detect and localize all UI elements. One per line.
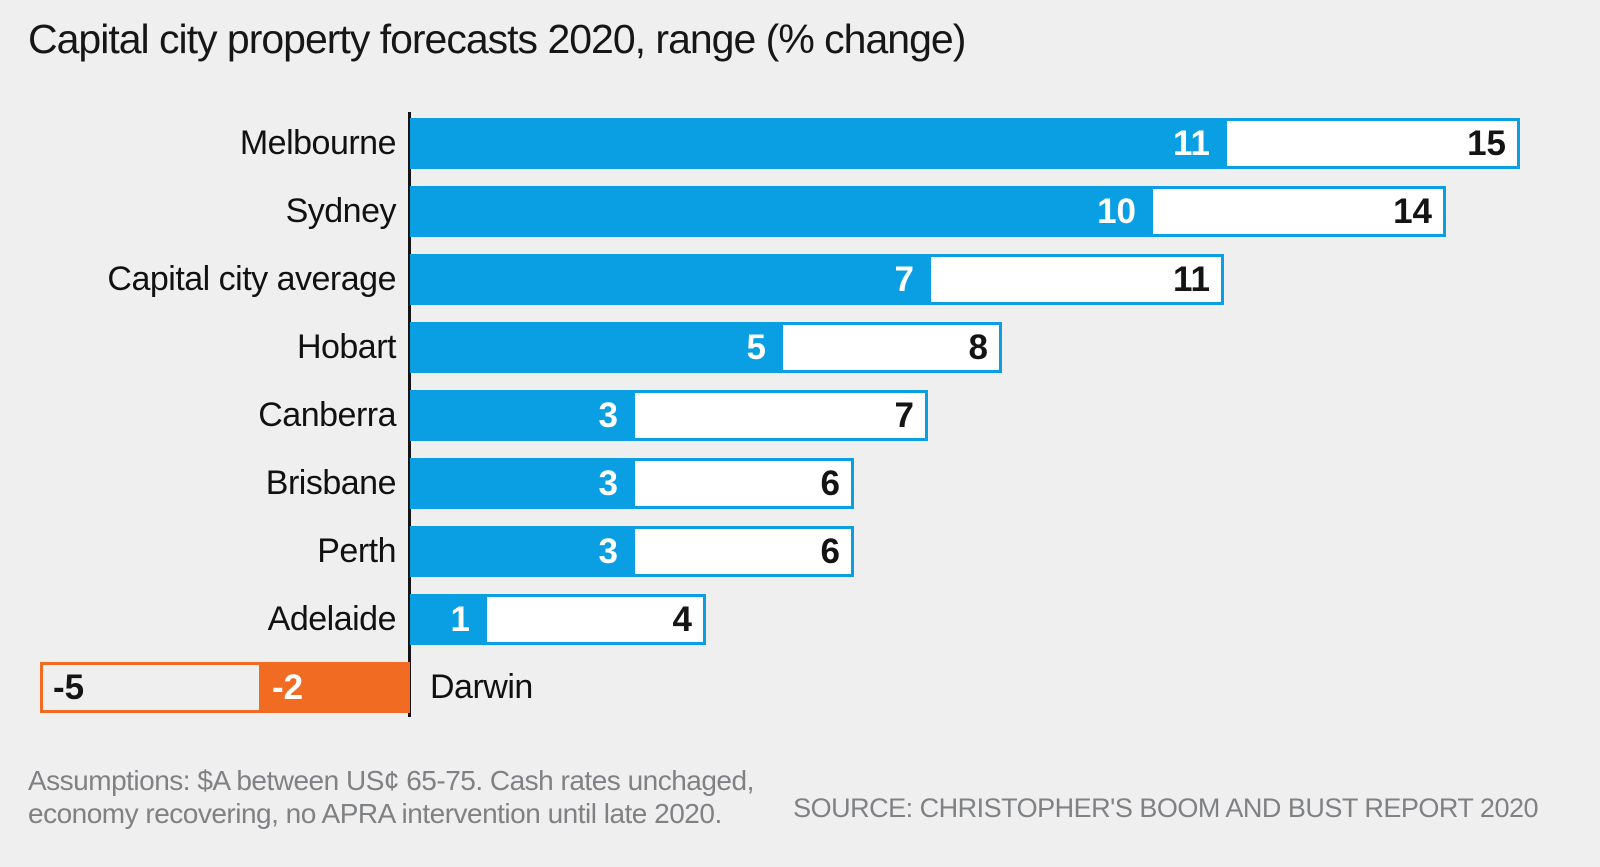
- bar-solid-segment: 1: [410, 594, 484, 645]
- solid-value-label: 1: [450, 599, 470, 639]
- solid-value-label: 7: [894, 259, 914, 299]
- solid-value-label: 10: [1097, 191, 1136, 231]
- bar-solid-segment: 3: [410, 458, 632, 509]
- bar-solid-segment: -2: [262, 662, 410, 713]
- solid-value-label: 11: [1173, 123, 1210, 163]
- bar-range-segment: 7: [632, 390, 928, 441]
- range-value-label: 6: [820, 463, 840, 503]
- solid-value-label: 3: [598, 531, 618, 571]
- solid-value-label: 5: [746, 327, 766, 367]
- assumptions-line-1: Assumptions: $A between US¢ 65-75. Cash …: [28, 765, 754, 796]
- category-label: Hobart: [296, 328, 397, 366]
- bar-range-segment: 11: [928, 254, 1224, 305]
- range-value-label: 11: [1173, 259, 1210, 299]
- category-label: Perth: [317, 532, 396, 570]
- solid-value-label: -2: [272, 667, 304, 707]
- bar-solid-segment: 3: [410, 526, 632, 577]
- range-value-label: 15: [1467, 123, 1506, 163]
- range-value-label: 8: [968, 327, 988, 367]
- range-value-label: 4: [672, 599, 692, 639]
- bar-row: Brisbane 3 6: [0, 458, 1600, 509]
- bar-range-segment: 15: [1224, 118, 1520, 169]
- category-label: Capital city average: [107, 260, 396, 298]
- solid-value-label: 3: [598, 395, 618, 435]
- baseline-axis-line: [408, 112, 411, 717]
- bar-range-segment: 14: [1150, 186, 1446, 237]
- bar-range-segment: 8: [780, 322, 1002, 373]
- bar-row: Canberra 3 7: [0, 390, 1600, 441]
- assumptions-line-2: economy recovering, no APRA intervention…: [28, 798, 722, 829]
- solid-value-label: 3: [598, 463, 618, 503]
- bar-row: Hobart 5 8: [0, 322, 1600, 373]
- bar-range-segment: 6: [632, 526, 854, 577]
- category-label: Canberra: [258, 396, 396, 434]
- bar-solid-segment: 7: [410, 254, 928, 305]
- range-value-label: 14: [1393, 191, 1432, 231]
- bars-container: Melbourne 11 15 Sydney 10 14 Capital city aver…: [0, 118, 1600, 713]
- bar-row: Melbourne 11 15: [0, 118, 1600, 169]
- category-label: Darwin: [430, 668, 533, 706]
- bar-row: Adelaide 1 4: [0, 594, 1600, 645]
- bar-solid-segment: 3: [410, 390, 632, 441]
- assumptions-note: Assumptions: $A between US¢ 65-75. Cash …: [28, 764, 754, 830]
- bar-solid-segment: 10: [410, 186, 1150, 237]
- source-credit: SOURCE: CHRISTOPHER'S BOOM AND BUST REPO…: [793, 793, 1538, 823]
- range-value-label: -5: [53, 667, 85, 707]
- chart-title: Capital city property forecasts 2020, ra…: [28, 16, 966, 62]
- bar-row: Sydney 10 14: [0, 186, 1600, 237]
- category-label: Melbourne: [239, 124, 397, 162]
- range-value-label: 6: [820, 531, 840, 571]
- bar-row: Capital city average 7 11: [0, 254, 1600, 305]
- bar-solid-segment: 11: [410, 118, 1224, 169]
- bar-row: Perth 3 6: [0, 526, 1600, 577]
- bar-range-segment: -5: [40, 662, 262, 713]
- bar-range-segment: 4: [484, 594, 706, 645]
- bar-row: Darwin -2 -5: [0, 662, 1600, 713]
- bar-solid-segment: 5: [410, 322, 780, 373]
- category-label: Adelaide: [267, 600, 397, 638]
- category-label: Sydney: [285, 192, 397, 230]
- bar-range-segment: 6: [632, 458, 854, 509]
- category-label: Brisbane: [265, 464, 397, 502]
- range-value-label: 7: [894, 395, 914, 435]
